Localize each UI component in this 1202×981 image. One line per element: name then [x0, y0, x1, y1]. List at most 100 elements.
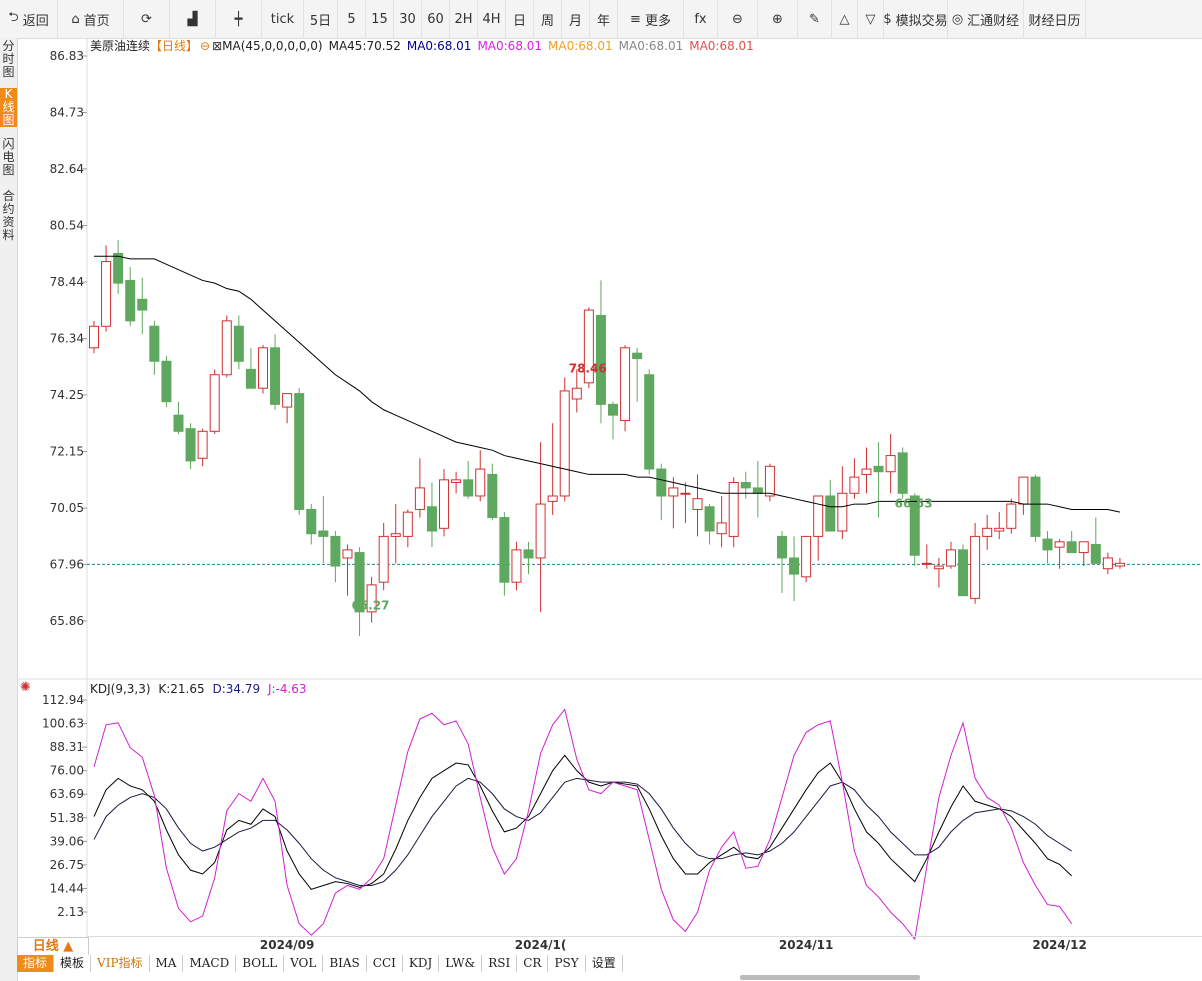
- home-icon: ⌂: [71, 11, 80, 27]
- toolbar-item-15[interactable]: 月: [562, 0, 590, 38]
- back-arrow-icon: ⮌: [8, 10, 19, 25]
- toolbar-label: 模拟交易: [895, 13, 948, 29]
- toolbar-item-25[interactable]: ◎ 汇通财经: [948, 0, 1024, 38]
- ma0-value-3: MA0:68.01: [548, 39, 613, 53]
- horizontal-scrollbar[interactable]: [740, 975, 920, 980]
- toolbar-label: 返回: [22, 13, 49, 29]
- price-tick-label: 70.05: [50, 501, 84, 515]
- triangle-down-icon: ▽: [865, 11, 876, 27]
- toolbar-item-19[interactable]: ⊖: [718, 0, 758, 38]
- bottom-tabs: 指标 模板 VIP指标 MA MACD BOLL VOL BIAS CCI KDJ LW& RSI CR…: [17, 955, 623, 972]
- bottom-tab-7[interactable]: BIAS: [323, 955, 367, 972]
- bottom-tab-9[interactable]: KDJ: [402, 955, 440, 972]
- toolbar-item-10[interactable]: 60: [422, 0, 450, 38]
- toolbar-item-26[interactable]: 财经日历: [1024, 0, 1086, 38]
- candle-body: [451, 479, 462, 484]
- ma0-value-2: MA0:68.01: [477, 39, 543, 53]
- candle-body: [620, 347, 631, 422]
- candle-body: [849, 476, 860, 494]
- candle-body: [873, 465, 884, 473]
- bottom-tab-14[interactable]: 设置: [585, 955, 623, 972]
- bottom-tab-2[interactable]: VIP指标: [91, 955, 150, 972]
- toolbar-item-17[interactable]: ≡ 更多: [618, 0, 684, 38]
- price-tick-label: 67.96: [50, 557, 84, 571]
- toolbar-item-1[interactable]: ⌂ 首页: [58, 0, 124, 38]
- toolbar-item-13[interactable]: 日: [506, 0, 534, 38]
- price-tick-label: 72.15: [50, 445, 84, 459]
- period-select-button[interactable]: 日线 ▲: [17, 937, 89, 957]
- candlestick-icon: ┿: [234, 11, 243, 27]
- bottom-tab-1[interactable]: 模板: [54, 955, 92, 972]
- bottom-tab-12[interactable]: CR: [517, 955, 549, 972]
- toolbar-item-14[interactable]: 周: [534, 0, 562, 38]
- toolbar-item-11[interactable]: 2H: [450, 0, 478, 38]
- candle-body: [1006, 503, 1017, 529]
- price-tick-label: 65.86: [50, 614, 84, 628]
- x-axis-line: [87, 936, 1202, 937]
- toolbar-item-6[interactable]: 5日: [304, 0, 338, 38]
- toolbar-item-22[interactable]: △: [832, 0, 858, 38]
- candle-body: [740, 482, 751, 489]
- candle-body: [909, 495, 920, 556]
- bottom-tab-13[interactable]: PSY: [548, 955, 586, 972]
- candle-body: [559, 390, 570, 497]
- left-nav-item-2[interactable]: 闪电图: [2, 137, 15, 177]
- price-legend: 美原油连续【日线】 ⊖ ⊠MA(45,0,0,0,0,0) MA45:70.52 MA0…: [90, 37, 760, 54]
- candle-body: [861, 468, 872, 475]
- bottom-tab-10[interactable]: LW&: [439, 955, 483, 972]
- candle-body: [487, 473, 498, 519]
- toolbar-item-12[interactable]: 4H: [478, 0, 506, 38]
- price-tick-label: 84.73: [50, 106, 84, 120]
- candle-body: [233, 325, 244, 362]
- toolbar-item-4[interactable]: ┿: [216, 0, 262, 38]
- bottom-tab-0[interactable]: 指标: [17, 955, 55, 972]
- candle-body: [511, 549, 522, 583]
- toolbar-item-7[interactable]: 5: [338, 0, 366, 38]
- kdj-tick-label: 112.94: [42, 693, 84, 707]
- toolbar-item-24[interactable]: $ 模拟交易: [883, 0, 948, 38]
- extreme-price-label: 66.53: [895, 496, 933, 510]
- toolbar-label: 首页: [83, 13, 110, 29]
- dollar-icon: $: [883, 11, 892, 27]
- toolbar-item-2[interactable]: ⟳: [124, 0, 170, 38]
- candle-body: [547, 495, 558, 502]
- bottom-tab-4[interactable]: MACD: [183, 955, 237, 972]
- left-nav-item-3[interactable]: 合约资料: [2, 189, 15, 242]
- kdj-tick-label: 63.69: [50, 787, 84, 801]
- left-nav-item-0[interactable]: 分时图: [2, 39, 15, 79]
- settings-icon[interactable]: ⊖: [200, 39, 211, 53]
- extreme-price-label: 65.27: [351, 599, 389, 613]
- toolbar-item-5[interactable]: tick: [262, 0, 304, 38]
- zoom-in-icon: ⊕: [772, 11, 783, 27]
- kdj-tick-label: 14.44: [50, 881, 84, 895]
- toolbar-label: 2H: [454, 11, 473, 27]
- bottom-tab-6[interactable]: VOL: [284, 955, 324, 972]
- refresh-icon: ⟳: [141, 11, 152, 27]
- bottom-tab-8[interactable]: CCI: [366, 955, 403, 972]
- bottom-tab-5[interactable]: BOLL: [236, 955, 285, 972]
- candle-body: [426, 506, 437, 532]
- bottom-tab-3[interactable]: MA: [149, 955, 184, 972]
- candle-body: [113, 252, 124, 284]
- toolbar-item-21[interactable]: ✎: [798, 0, 832, 38]
- toolbar-item-8[interactable]: 15: [366, 0, 394, 38]
- indicator-settings-icon[interactable]: ✺: [20, 680, 31, 695]
- ma-toggle-icon[interactable]: ⊠: [212, 39, 223, 53]
- toolbar-item-18[interactable]: fx: [684, 0, 718, 38]
- bottom-tab-11[interactable]: RSI: [482, 955, 518, 972]
- candle-body: [342, 549, 353, 559]
- toolbar-item-16[interactable]: 年: [590, 0, 618, 38]
- extreme-price-label: 78.46: [569, 361, 607, 375]
- toolbar-item-0[interactable]: ⮌ 返回: [0, 0, 58, 38]
- toolbar-item-3[interactable]: ▟: [170, 0, 216, 38]
- toolbar-label: 汇通财经: [967, 13, 1020, 29]
- candle-body: [595, 314, 606, 405]
- toolbar-item-9[interactable]: 30: [394, 0, 422, 38]
- toolbar-item-20[interactable]: ⊕: [758, 0, 798, 38]
- candle-body: [1066, 541, 1077, 554]
- toolbar-item-23[interactable]: ▽: [858, 0, 884, 38]
- x-axis-label: 2024/1(: [515, 938, 567, 952]
- candle-body: [390, 533, 401, 537]
